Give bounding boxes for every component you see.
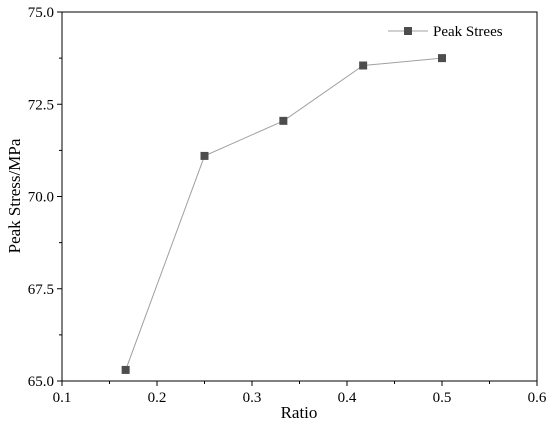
x-axis-label: Ratio xyxy=(281,403,318,422)
x-tick-label: 0.5 xyxy=(433,390,452,406)
y-axis-label: Peak Stress/MPa xyxy=(5,138,24,253)
data-point xyxy=(279,116,288,125)
x-tick-label: 0.1 xyxy=(53,390,72,406)
x-tick-label: 0.4 xyxy=(338,390,357,406)
y-tick-label: 75.0 xyxy=(28,5,54,21)
legend-label: Peak Strees xyxy=(433,24,503,40)
y-tick-label: 72.5 xyxy=(28,97,54,113)
y-tick-label: 65.0 xyxy=(28,374,54,390)
data-point xyxy=(438,54,446,63)
x-tick-label: 0.2 xyxy=(148,390,167,406)
legend: Peak Strees xyxy=(388,24,503,40)
x-tick-label: 0.3 xyxy=(243,390,262,406)
x-tick-label: 0.6 xyxy=(528,390,547,406)
axis-ticks xyxy=(57,11,538,386)
legend-marker-sample xyxy=(404,27,412,35)
plot-frame xyxy=(61,11,538,382)
y-tick-label: 67.5 xyxy=(28,282,54,298)
axis-tick-labels: 0.1 0.2 0.3 0.4 0.5 0.6 65.0 67.5 70.0 72.5 75.0 xyxy=(28,5,547,406)
data-point xyxy=(359,61,368,70)
series-layer xyxy=(121,54,446,374)
series-line xyxy=(125,57,443,371)
y-tick-label: 70.0 xyxy=(28,190,54,206)
data-point xyxy=(200,151,209,160)
data-point xyxy=(121,365,130,374)
